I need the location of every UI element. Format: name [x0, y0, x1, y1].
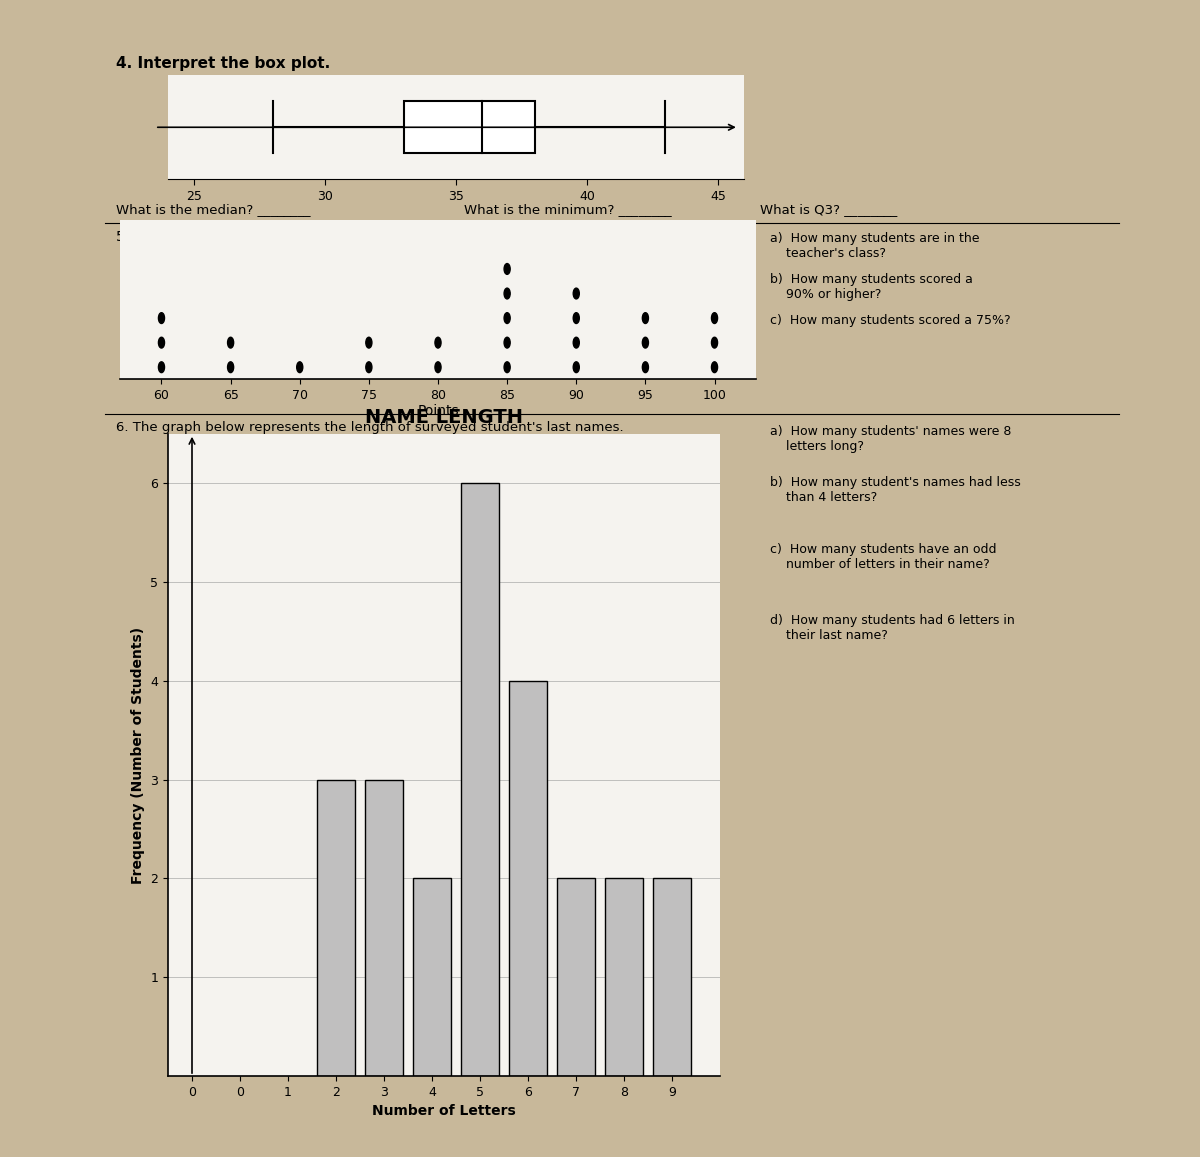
Text: b)  How many students scored a
    90% or higher?: b) How many students scored a 90% or hig… [770, 273, 973, 301]
Circle shape [574, 288, 580, 299]
Circle shape [366, 337, 372, 348]
Circle shape [712, 337, 718, 348]
Circle shape [642, 337, 648, 348]
Circle shape [504, 362, 510, 373]
Bar [413, 878, 451, 1076]
Circle shape [642, 362, 648, 373]
Bar [653, 878, 691, 1076]
Circle shape [228, 362, 234, 373]
Text: 4. Interpret the box plot.: 4. Interpret the box plot. [115, 57, 330, 72]
Bar [605, 878, 643, 1076]
Text: 6. The graph below represents the length of surveyed student's last names.: 6. The graph below represents the length… [115, 421, 623, 434]
Circle shape [574, 337, 580, 348]
Circle shape [434, 337, 442, 348]
Text: What is the minimum? ________: What is the minimum? ________ [464, 204, 672, 216]
Circle shape [158, 337, 164, 348]
Bar [557, 878, 595, 1076]
Circle shape [574, 312, 580, 324]
Circle shape [158, 312, 164, 324]
Y-axis label: Frequency (Number of Students): Frequency (Number of Students) [131, 626, 145, 884]
Circle shape [504, 312, 510, 324]
Title: NAME LENGTH: NAME LENGTH [365, 407, 523, 427]
Text: c)  How many students have an odd
    number of letters in their name?: c) How many students have an odd number … [770, 543, 997, 570]
Text: What is the median? ________: What is the median? ________ [115, 204, 310, 216]
Bar [509, 680, 547, 1076]
Circle shape [228, 337, 234, 348]
Circle shape [504, 288, 510, 299]
Bar [461, 484, 499, 1076]
X-axis label: Number of Letters: Number of Letters [372, 1104, 516, 1119]
Circle shape [574, 362, 580, 373]
Text: c)  How many students scored a 75%?: c) How many students scored a 75%? [770, 315, 1012, 327]
Text: 5. A teacher put all her student's quiz scores in the box plot.: 5. A teacher put all her student's quiz … [115, 230, 535, 244]
Circle shape [158, 362, 164, 373]
Circle shape [504, 337, 510, 348]
Bar [317, 780, 355, 1076]
Circle shape [642, 312, 648, 324]
Text: What is Q3? ________: What is Q3? ________ [760, 204, 898, 216]
Text: a)  How many students' names were 8
    letters long?: a) How many students' names were 8 lette… [770, 426, 1012, 454]
Text: a)  How many students are in the
    teacher's class?: a) How many students are in the teacher'… [770, 231, 980, 260]
Text: d)  How many students had 6 letters in
    their last name?: d) How many students had 6 letters in th… [770, 614, 1015, 642]
Circle shape [366, 362, 372, 373]
X-axis label: Points: Points [418, 404, 458, 418]
Bar [403, 102, 534, 153]
Circle shape [712, 362, 718, 373]
Circle shape [504, 264, 510, 274]
Circle shape [296, 362, 302, 373]
Circle shape [712, 312, 718, 324]
Bar [365, 780, 403, 1076]
Circle shape [434, 362, 442, 373]
Text: b)  How many student's names had less
    than 4 letters?: b) How many student's names had less tha… [770, 477, 1021, 504]
